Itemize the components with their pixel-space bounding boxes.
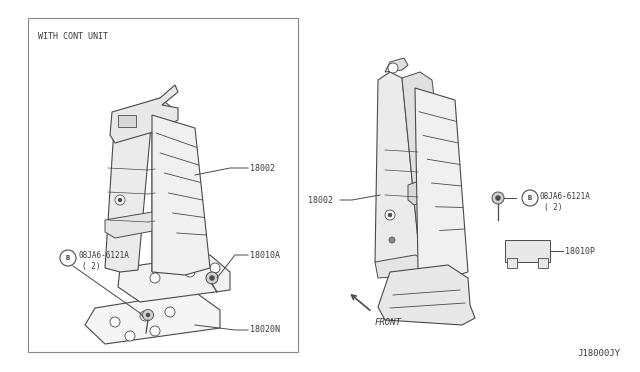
Polygon shape — [375, 255, 430, 278]
Circle shape — [495, 196, 500, 201]
Bar — [505, 240, 550, 262]
Circle shape — [143, 310, 154, 321]
Circle shape — [60, 250, 76, 266]
Circle shape — [389, 237, 395, 243]
Circle shape — [110, 317, 120, 327]
Text: B: B — [66, 255, 70, 261]
Text: 18002: 18002 — [308, 196, 333, 205]
Text: WITH CONT UNIT: WITH CONT UNIT — [38, 32, 108, 41]
Text: ( 2): ( 2) — [544, 202, 563, 212]
Circle shape — [150, 273, 160, 283]
Circle shape — [115, 195, 125, 205]
Polygon shape — [408, 180, 428, 205]
Polygon shape — [110, 85, 178, 143]
Circle shape — [125, 331, 135, 341]
Circle shape — [206, 272, 218, 284]
Polygon shape — [415, 88, 468, 278]
Polygon shape — [105, 212, 158, 238]
Polygon shape — [402, 72, 455, 272]
Text: ( 2): ( 2) — [82, 263, 100, 272]
Text: 18010P: 18010P — [565, 247, 595, 256]
Text: 08JA6-6121A: 08JA6-6121A — [78, 251, 129, 260]
Text: 18020N: 18020N — [250, 326, 280, 334]
Circle shape — [388, 63, 398, 73]
Circle shape — [209, 276, 214, 280]
Text: 18002: 18002 — [250, 164, 275, 173]
Polygon shape — [385, 58, 408, 72]
Bar — [118, 115, 136, 127]
Bar — [507, 258, 517, 268]
Polygon shape — [378, 265, 475, 325]
Circle shape — [210, 263, 220, 273]
Text: FRONT: FRONT — [375, 318, 402, 327]
Text: 18010A: 18010A — [250, 250, 280, 260]
Text: B: B — [528, 195, 532, 201]
Circle shape — [522, 190, 538, 206]
Circle shape — [185, 267, 195, 277]
Circle shape — [146, 313, 150, 317]
Polygon shape — [118, 255, 230, 302]
Polygon shape — [85, 292, 220, 344]
Circle shape — [385, 210, 395, 220]
Circle shape — [492, 192, 504, 204]
Polygon shape — [138, 98, 175, 272]
Circle shape — [165, 307, 175, 317]
Text: 08JA6-6121A: 08JA6-6121A — [540, 192, 591, 201]
Circle shape — [140, 311, 150, 321]
Polygon shape — [105, 105, 152, 272]
Circle shape — [118, 198, 122, 202]
Text: J18000JY: J18000JY — [577, 349, 620, 358]
Bar — [538, 258, 548, 268]
Circle shape — [388, 213, 392, 217]
Circle shape — [150, 326, 160, 336]
Polygon shape — [152, 115, 210, 275]
Polygon shape — [375, 72, 420, 272]
